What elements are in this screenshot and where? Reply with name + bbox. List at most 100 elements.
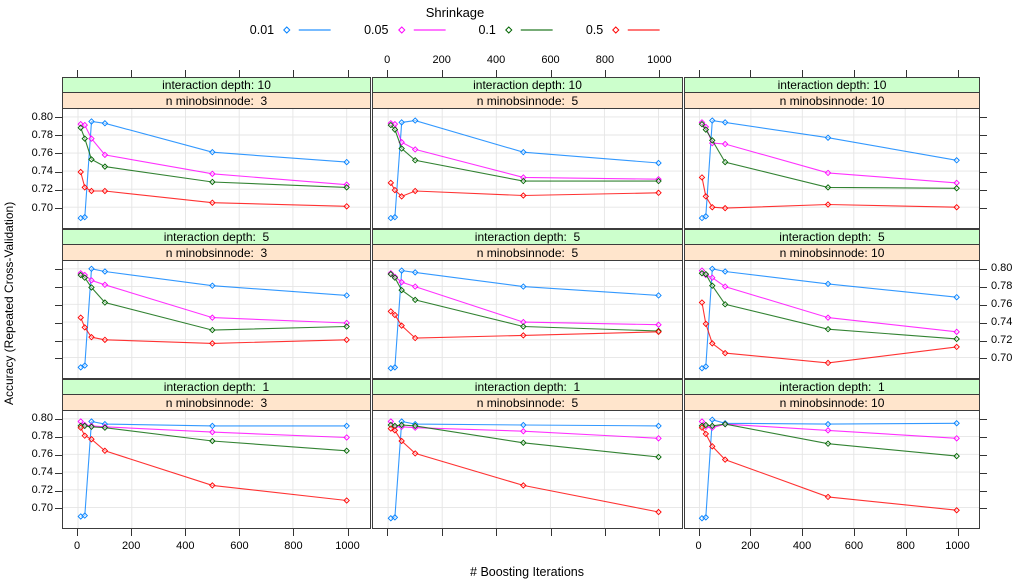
legend-entry-label: 0.5 bbox=[585, 23, 604, 37]
data-point bbox=[411, 157, 419, 164]
facet-panel-canvas bbox=[685, 109, 979, 228]
y-axis-tick-label: 0.78 bbox=[991, 280, 1013, 293]
facet-panel-depth10-minobs10 bbox=[684, 109, 980, 229]
y-axis-tick bbox=[55, 454, 62, 456]
y-axis-tick bbox=[980, 286, 987, 288]
data-point bbox=[520, 482, 527, 489]
data-point bbox=[709, 203, 716, 211]
data-point bbox=[88, 265, 95, 273]
legend-entry-marker-line bbox=[397, 26, 446, 34]
x-axis-tick bbox=[387, 70, 389, 77]
data-point bbox=[343, 292, 350, 299]
data-point bbox=[411, 187, 419, 195]
x-axis-tick bbox=[750, 529, 752, 536]
data-point bbox=[411, 283, 419, 290]
x-axis-tick bbox=[496, 70, 498, 77]
data-point bbox=[88, 135, 95, 142]
y-axis-tick bbox=[980, 472, 987, 474]
y-axis-tick-label: 0.70 bbox=[31, 201, 53, 214]
data-point bbox=[709, 137, 716, 144]
data-point bbox=[655, 453, 662, 461]
legend-entries: 0.01 0.05 0.1 0.5 bbox=[249, 23, 661, 37]
data-point bbox=[655, 159, 662, 167]
data-point bbox=[655, 435, 662, 442]
x-axis-tick bbox=[347, 70, 349, 77]
y-axis-tick-label: 0.70 bbox=[991, 351, 1013, 364]
data-point bbox=[398, 286, 405, 294]
data-point bbox=[101, 299, 109, 306]
data-point bbox=[398, 267, 405, 274]
data-point bbox=[81, 362, 88, 369]
data-point bbox=[88, 277, 95, 284]
data-point bbox=[343, 323, 350, 330]
data-point bbox=[398, 278, 405, 286]
data-point bbox=[398, 437, 405, 445]
x-axis-tick bbox=[77, 529, 79, 536]
x-axis-tick-label: 800 bbox=[284, 540, 303, 552]
data-point bbox=[101, 336, 109, 344]
data-point bbox=[721, 204, 729, 212]
data-point bbox=[953, 435, 960, 442]
y-axis-tick bbox=[55, 358, 62, 360]
y-axis-tick bbox=[55, 286, 62, 288]
data-point bbox=[391, 514, 399, 521]
series-line-shrinkage-0.05 bbox=[701, 270, 957, 333]
data-point bbox=[520, 148, 527, 156]
data-point bbox=[702, 363, 710, 370]
y-axis-tick bbox=[55, 135, 62, 137]
data-point bbox=[88, 156, 95, 163]
data-point bbox=[411, 117, 419, 124]
strip-n-minobsinnode: n minobsinnode: 3 bbox=[62, 245, 371, 261]
data-point bbox=[953, 179, 960, 187]
y-axis-tick bbox=[55, 340, 62, 342]
x-axis-tick-label: 800 bbox=[896, 540, 915, 552]
data-point bbox=[520, 428, 527, 435]
y-axis-tick bbox=[980, 340, 987, 342]
data-point bbox=[721, 283, 729, 290]
y-axis-tick-label: 0.80 bbox=[31, 110, 53, 123]
x-axis-tick bbox=[698, 529, 700, 536]
strip-n-minobsinnode: n minobsinnode: 10 bbox=[684, 395, 980, 411]
data-point bbox=[391, 364, 399, 371]
y-axis-tick-label: 0.74 bbox=[991, 316, 1013, 329]
data-point bbox=[77, 168, 84, 176]
data-point bbox=[721, 301, 729, 308]
y-axis-tick bbox=[980, 304, 987, 306]
data-point bbox=[88, 423, 95, 431]
legend-entry-label: 0.1 bbox=[478, 23, 496, 37]
strip-interaction-depth: interaction depth: 5 bbox=[684, 229, 980, 245]
data-point bbox=[953, 328, 960, 336]
series-line-shrinkage-0.05 bbox=[80, 272, 347, 324]
data-point bbox=[655, 328, 662, 336]
data-point bbox=[709, 422, 716, 430]
y-axis-tick bbox=[980, 436, 987, 438]
y-axis-tick-label: 0.72 bbox=[991, 334, 1013, 346]
data-point bbox=[709, 416, 716, 423]
x-axis-tick bbox=[441, 529, 443, 536]
y-axis-tick bbox=[980, 208, 987, 210]
data-point bbox=[655, 422, 662, 430]
data-point bbox=[77, 314, 84, 321]
x-axis-tick-label: 200 bbox=[432, 54, 451, 66]
data-point bbox=[88, 333, 95, 341]
data-point bbox=[343, 447, 350, 455]
legend-entry-label: 0.01 bbox=[249, 23, 275, 37]
data-point bbox=[398, 193, 405, 200]
data-point bbox=[824, 314, 832, 321]
y-axis-tick-label: 0.70 bbox=[31, 501, 53, 514]
y-axis-tick-label: 0.74 bbox=[31, 466, 53, 479]
data-point bbox=[209, 437, 216, 445]
data-point bbox=[709, 117, 716, 124]
data-point bbox=[698, 120, 706, 128]
y-axis-tick bbox=[55, 490, 62, 492]
data-point bbox=[343, 158, 350, 166]
data-point bbox=[655, 189, 662, 197]
data-point bbox=[209, 340, 216, 347]
data-point bbox=[702, 126, 710, 133]
x-axis-tick bbox=[905, 70, 907, 77]
data-point bbox=[101, 151, 109, 159]
data-point bbox=[101, 424, 109, 431]
data-point bbox=[343, 422, 350, 430]
strip-n-minobsinnode: n minobsinnode: 5 bbox=[372, 93, 683, 109]
data-point bbox=[953, 335, 960, 343]
